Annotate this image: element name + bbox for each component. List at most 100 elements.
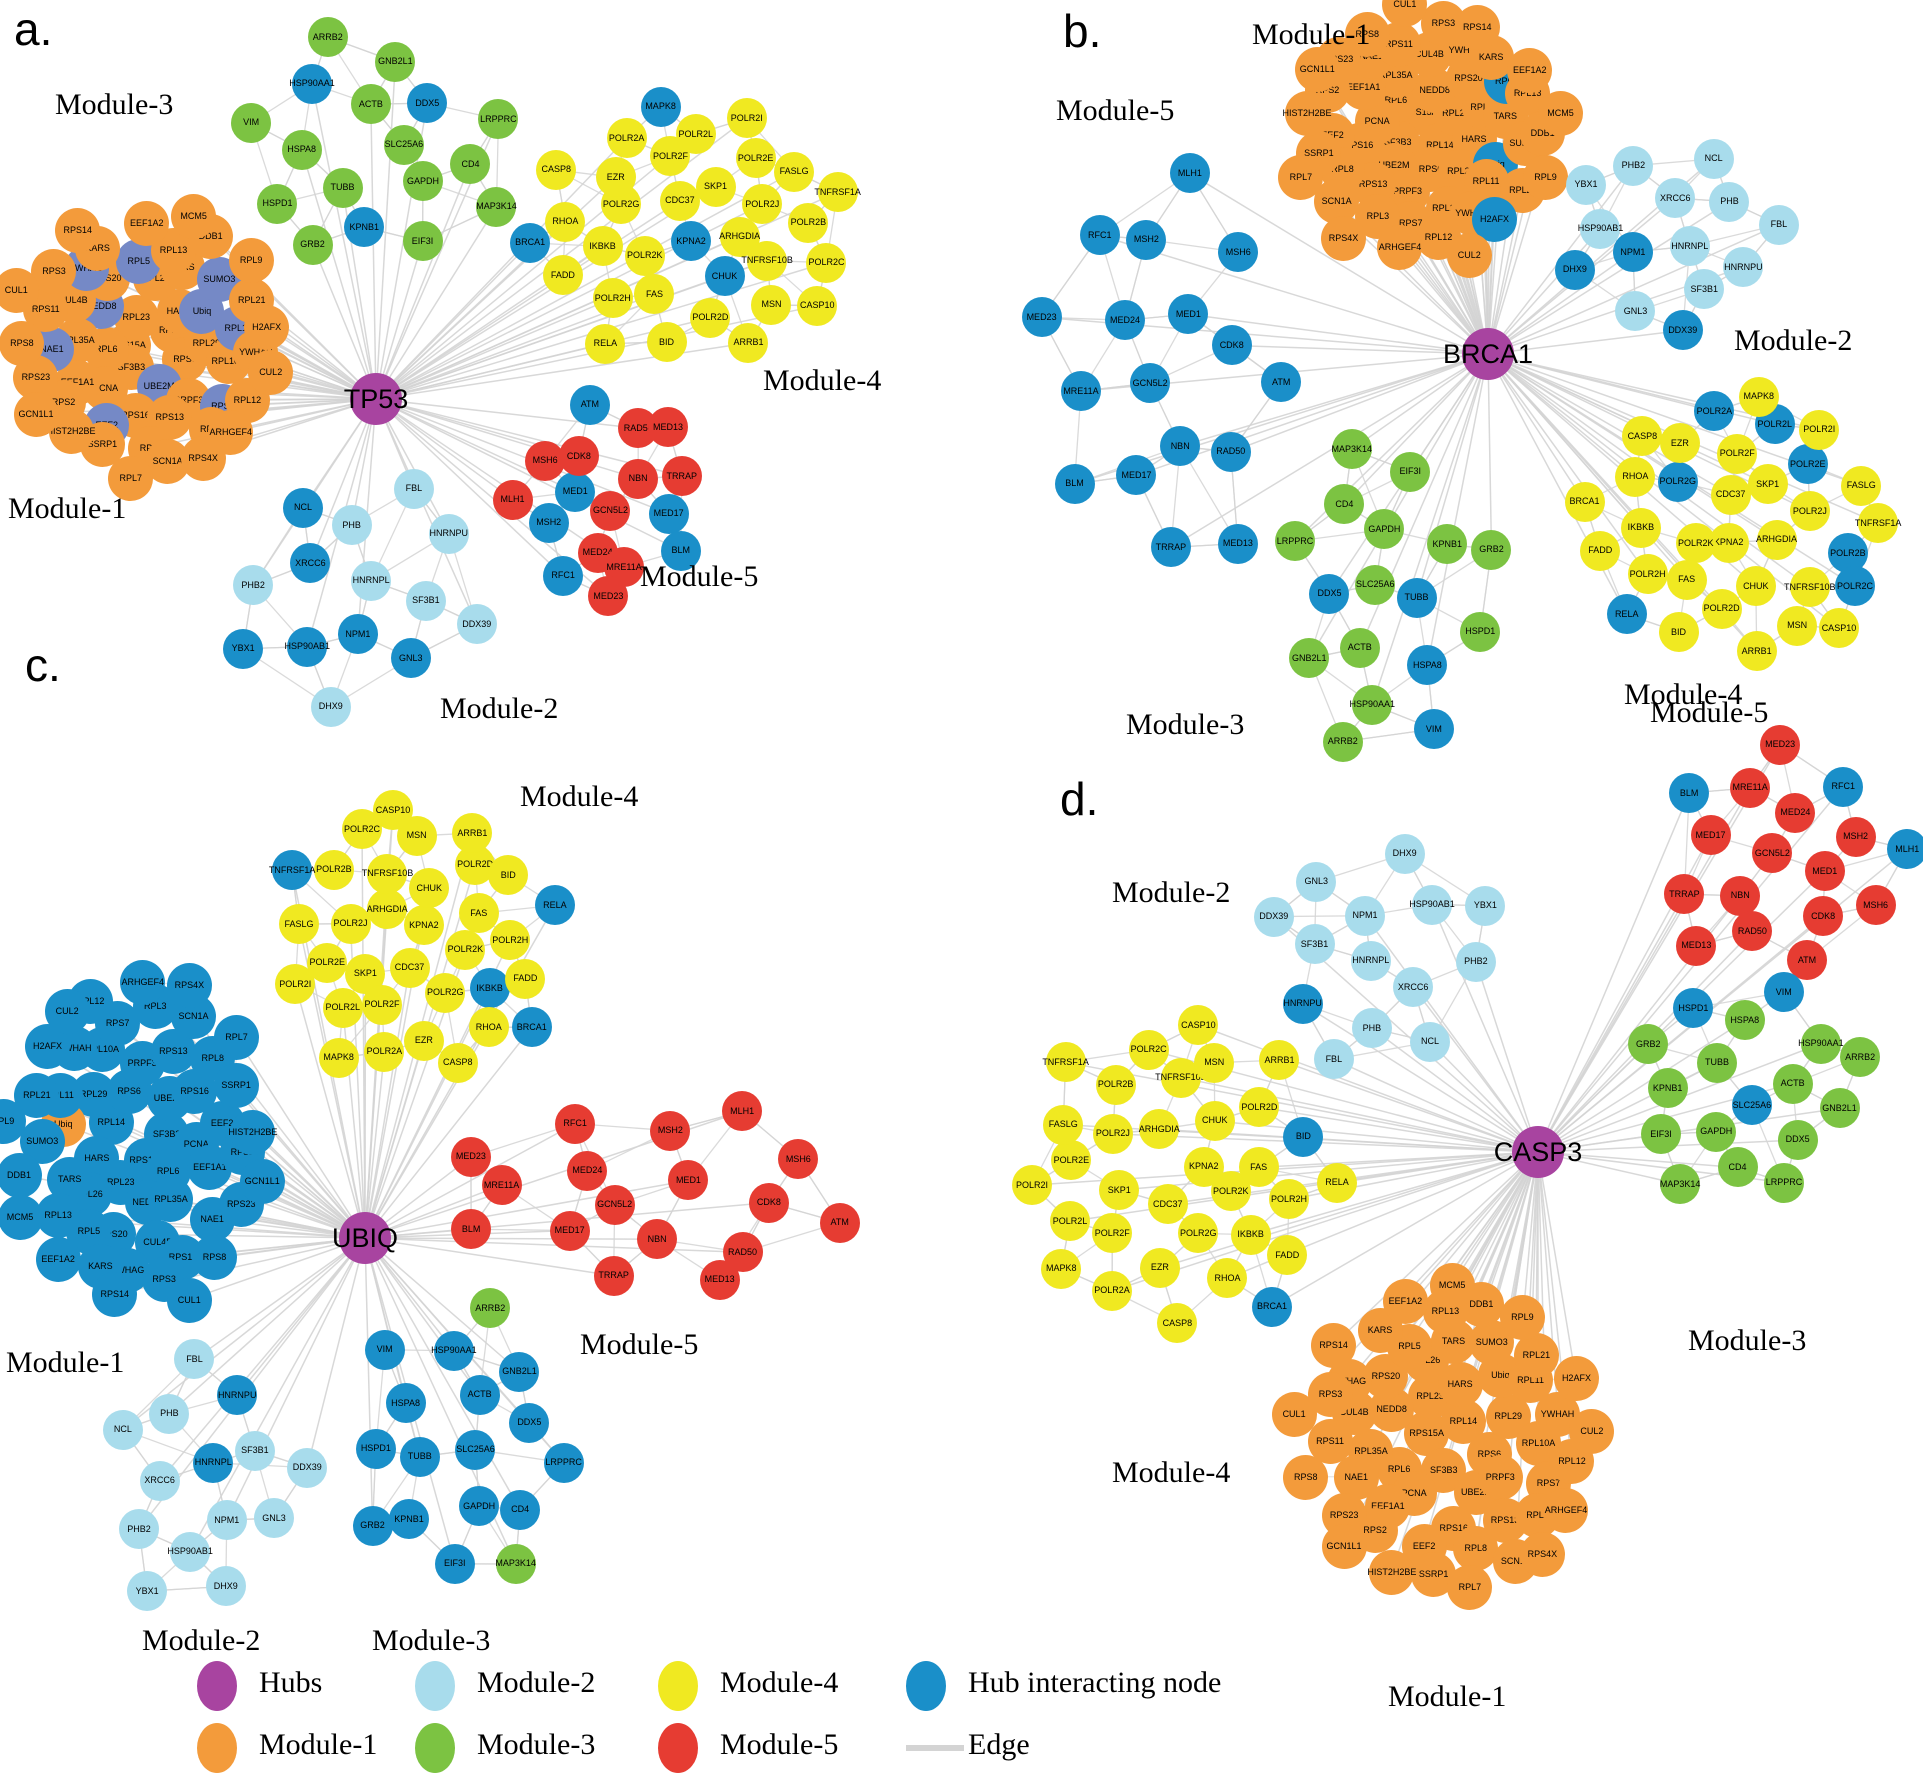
node-MED23[interactable]: MED23 xyxy=(1760,724,1801,765)
node-TNFRSF1A[interactable]: TNFRSF1A xyxy=(814,172,861,213)
node-RPS4X[interactable]: RPS4X xyxy=(180,436,226,482)
node-XRCC6[interactable]: XRCC6 xyxy=(139,1460,180,1501)
node-RPL9[interactable]: RPL9 xyxy=(228,237,274,283)
node-HSPD1[interactable]: HSPD1 xyxy=(1673,988,1714,1028)
node-POLR2L[interactable]: POLR2L xyxy=(1050,1201,1091,1242)
node-EZR[interactable]: EZR xyxy=(403,1020,444,1061)
node-ATM[interactable]: ATM xyxy=(569,384,610,425)
node-MED17[interactable]: MED17 xyxy=(549,1210,590,1251)
node-FADD[interactable]: FADD xyxy=(1580,530,1621,571)
node-POLR2J[interactable]: POLR2J xyxy=(330,903,371,944)
node-POLR2G[interactable]: POLR2G xyxy=(1178,1213,1219,1254)
node-HIST2H2BE[interactable]: HIST2H2BE xyxy=(1367,1550,1416,1596)
node-IKBKB[interactable]: IKBKB xyxy=(469,968,510,1009)
node-GRB2[interactable]: GRB2 xyxy=(1471,529,1512,570)
node-BRCA1[interactable]: BRCA1 xyxy=(511,1007,552,1048)
node-NPM1[interactable]: NPM1 xyxy=(1612,232,1653,272)
node-LRPPRC[interactable]: LRPPRC xyxy=(478,99,519,140)
node-MAPK8[interactable]: MAPK8 xyxy=(318,1037,359,1078)
node-CDC37[interactable]: CDC37 xyxy=(389,947,430,988)
node-RPL7[interactable]: RPL7 xyxy=(1278,155,1324,201)
node-IKBKB[interactable]: IKBKB xyxy=(582,226,623,267)
node-KPNB1[interactable]: KPNB1 xyxy=(1427,524,1468,565)
node-ARRB2[interactable]: ARRB2 xyxy=(307,17,348,58)
node-TUBB[interactable]: TUBB xyxy=(1697,1042,1738,1083)
node-PHB[interactable]: PHB xyxy=(331,505,372,546)
node-ARHGDIA[interactable]: ARHGDIA xyxy=(1756,519,1797,560)
node-FAS[interactable]: FAS xyxy=(458,893,499,934)
node-SLC25A6[interactable]: SLC25A6 xyxy=(455,1429,496,1470)
node-VIM[interactable]: VIM xyxy=(1413,709,1454,750)
node-PHB[interactable]: PHB xyxy=(1351,1008,1392,1049)
node-EIF3I[interactable]: EIF3I xyxy=(434,1543,475,1584)
node-MED1[interactable]: MED1 xyxy=(1804,851,1845,892)
node-GCN1L1[interactable]: GCN1L1 xyxy=(13,391,59,437)
node-FASLG[interactable]: FASLG xyxy=(774,151,815,192)
node-HNRNPU[interactable]: HNRNPU xyxy=(217,1375,258,1416)
node-POLR2K[interactable]: POLR2K xyxy=(624,235,665,276)
node-MRE11A[interactable]: MRE11A xyxy=(1061,371,1101,412)
node-HNRNPL[interactable]: HNRNPL xyxy=(351,560,392,601)
node-YBX1[interactable]: YBX1 xyxy=(223,628,264,669)
node-ACTB[interactable]: ACTB xyxy=(350,84,391,125)
node-GCN5L2[interactable]: GCN5L2 xyxy=(590,490,631,531)
node-BRCA1[interactable]: BRCA1 xyxy=(510,222,551,263)
node-POLR2H[interactable]: POLR2H xyxy=(592,278,633,319)
node-MAP3K14[interactable]: MAP3K14 xyxy=(1660,1164,1700,1205)
node-NBN[interactable]: NBN xyxy=(637,1219,678,1260)
node-MSH2[interactable]: MSH2 xyxy=(1126,219,1167,260)
node-CUL2[interactable]: CUL2 xyxy=(1446,233,1492,279)
node-CDC37[interactable]: CDC37 xyxy=(1710,474,1751,515)
node-PRPF3[interactable]: PRPF3 xyxy=(1477,1454,1523,1500)
node-CHUK[interactable]: CHUK xyxy=(704,256,745,297)
node-FBL[interactable]: FBL xyxy=(393,468,434,509)
node-RPS8[interactable]: RPS8 xyxy=(191,1235,237,1281)
node-SF3B1[interactable]: SF3B1 xyxy=(234,1430,275,1471)
node-RPS8[interactable]: RPS8 xyxy=(1344,12,1390,58)
node-EEF1A2[interactable]: EEF1A2 xyxy=(1382,1278,1428,1324)
node-POLR2J[interactable]: POLR2J xyxy=(1092,1113,1133,1154)
node-MCM5[interactable]: MCM5 xyxy=(1538,90,1584,136)
node-NCL[interactable]: NCL xyxy=(283,487,324,528)
node-ARRB1[interactable]: ARRB1 xyxy=(1259,1040,1300,1081)
node-MED13[interactable]: MED13 xyxy=(1676,925,1717,966)
node-ARRB2[interactable]: ARRB2 xyxy=(470,1288,511,1328)
node-POLR2G[interactable]: POLR2G xyxy=(425,972,466,1013)
node-LRPPRC[interactable]: LRPPRC xyxy=(1275,521,1316,562)
node-CHUK[interactable]: CHUK xyxy=(1735,566,1776,607)
node-RHOA[interactable]: RHOA xyxy=(1615,456,1656,497)
node-DDX5[interactable]: DDX5 xyxy=(1309,573,1350,614)
node-HNRNPU[interactable]: HNRNPU xyxy=(1723,247,1764,288)
node-HSPA8[interactable]: HSPA8 xyxy=(1724,1000,1765,1041)
node-NPM1[interactable]: NPM1 xyxy=(337,614,378,655)
node-MED24[interactable]: MED24 xyxy=(1105,300,1146,341)
node-GCN1L1[interactable]: GCN1L1 xyxy=(1294,46,1340,92)
node-POLR2J[interactable]: POLR2J xyxy=(1789,491,1830,532)
node-RELA[interactable]: RELA xyxy=(1606,594,1647,635)
node-POLR2A[interactable]: POLR2A xyxy=(1092,1270,1133,1311)
node-EEF1A2[interactable]: EEF1A2 xyxy=(35,1236,81,1282)
node-ARRB1[interactable]: ARRB1 xyxy=(728,322,769,363)
node-MSN[interactable]: MSN xyxy=(1777,605,1818,646)
node-RPS3[interactable]: RPS3 xyxy=(31,248,77,294)
node-NPM1[interactable]: NPM1 xyxy=(206,1500,247,1541)
node-HSPA8[interactable]: HSPA8 xyxy=(385,1383,426,1424)
node-CUL2[interactable]: CUL2 xyxy=(248,349,294,395)
node-SLC25A6[interactable]: SLC25A6 xyxy=(1731,1085,1772,1126)
node-POLR2C[interactable]: POLR2C xyxy=(1834,566,1875,607)
node-MSN[interactable]: MSN xyxy=(1194,1042,1235,1083)
node-POLR2I[interactable]: POLR2I xyxy=(1799,409,1840,450)
node-CD4[interactable]: CD4 xyxy=(1717,1147,1758,1188)
node-MED17[interactable]: MED17 xyxy=(648,493,689,534)
node-DDX5[interactable]: DDX5 xyxy=(509,1402,550,1443)
node-DHX9[interactable]: DHX9 xyxy=(205,1566,246,1607)
node-LRPPRC[interactable]: LRPPRC xyxy=(543,1442,584,1483)
node-MAP3K14[interactable]: MAP3K14 xyxy=(1332,429,1372,470)
node-FADD[interactable]: FADD xyxy=(542,255,583,296)
node-ARRB2[interactable]: ARRB2 xyxy=(1322,721,1363,762)
node-XRCC6[interactable]: XRCC6 xyxy=(290,543,331,584)
node-ACTB[interactable]: ACTB xyxy=(1339,627,1380,668)
node-DDB1[interactable]: DDB1 xyxy=(0,1152,42,1198)
node-MED23[interactable]: MED23 xyxy=(1021,297,1062,338)
node-GRB2[interactable]: GRB2 xyxy=(292,224,333,265)
